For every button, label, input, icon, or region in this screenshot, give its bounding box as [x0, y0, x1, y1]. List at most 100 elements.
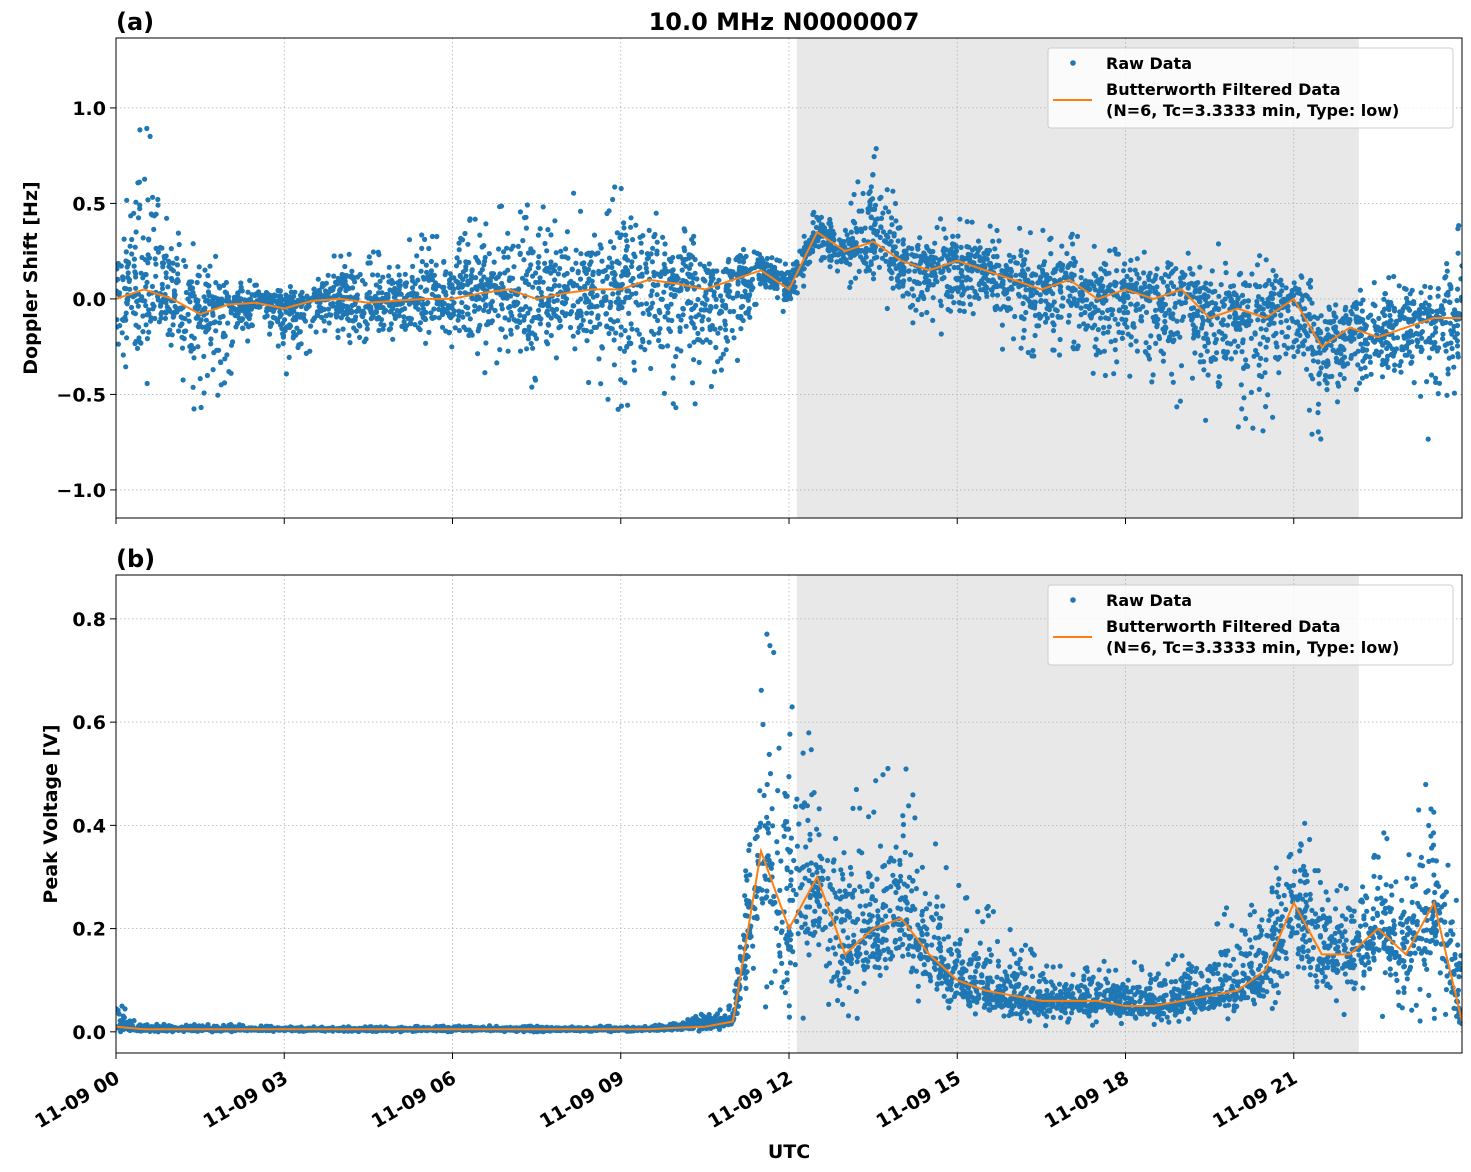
raw-point — [803, 259, 809, 266]
raw-point — [772, 264, 778, 270]
raw-point — [1018, 345, 1024, 351]
raw-point — [689, 380, 696, 386]
raw-point — [1032, 332, 1038, 339]
raw-point — [848, 229, 855, 235]
raw-point — [1141, 270, 1147, 276]
raw-point — [702, 302, 708, 308]
raw-point — [969, 247, 976, 253]
raw-point — [1132, 267, 1138, 273]
raw-point — [673, 354, 679, 360]
raw-point — [1443, 348, 1449, 354]
raw-point — [1330, 347, 1336, 353]
raw-point — [1127, 267, 1133, 273]
raw-point — [144, 336, 150, 342]
raw-point — [247, 296, 253, 302]
raw-point — [1326, 304, 1332, 310]
raw-point — [644, 251, 650, 257]
raw-point — [680, 256, 686, 262]
raw-point — [1165, 338, 1171, 344]
raw-point — [1337, 371, 1343, 378]
raw-point — [1204, 303, 1211, 309]
raw-point — [1455, 351, 1461, 357]
raw-point — [919, 311, 925, 318]
raw-point — [1204, 348, 1210, 354]
raw-point — [1456, 311, 1462, 317]
raw-point — [201, 353, 207, 359]
raw-point — [163, 299, 169, 306]
raw-point — [262, 314, 268, 320]
raw-point — [621, 225, 627, 231]
raw-point — [422, 316, 428, 322]
raw-point — [441, 289, 447, 295]
raw-point — [527, 266, 533, 272]
raw-point — [235, 311, 241, 317]
raw-point — [142, 176, 148, 182]
raw-point — [1447, 299, 1453, 305]
raw-point — [507, 303, 513, 310]
raw-point — [1266, 277, 1272, 284]
raw-point — [1290, 292, 1297, 299]
raw-point — [675, 275, 681, 282]
raw-point — [916, 280, 923, 287]
raw-point — [378, 317, 385, 323]
raw-point — [1165, 260, 1171, 266]
raw-point — [1308, 372, 1314, 378]
raw-point — [267, 331, 273, 337]
raw-point — [204, 281, 210, 287]
raw-point — [228, 370, 234, 376]
raw-point — [245, 324, 252, 330]
raw-point — [231, 294, 237, 300]
raw-point — [345, 316, 351, 322]
raw-point — [883, 239, 889, 245]
raw-point — [901, 252, 908, 258]
raw-point — [210, 303, 216, 309]
raw-point — [508, 327, 514, 333]
raw-point — [748, 287, 755, 293]
raw-point — [626, 335, 632, 341]
raw-point — [310, 318, 316, 324]
raw-point — [1037, 274, 1044, 281]
raw-point — [1013, 260, 1019, 266]
raw-point — [155, 202, 161, 208]
raw-point — [1341, 354, 1348, 360]
raw-point — [633, 290, 639, 296]
raw-point — [1002, 291, 1008, 297]
raw-point — [153, 261, 159, 267]
raw-point — [1250, 425, 1256, 431]
raw-point — [745, 297, 751, 303]
raw-point — [1021, 327, 1027, 333]
raw-point — [623, 294, 630, 300]
raw-point — [1128, 277, 1134, 283]
raw-point — [564, 229, 571, 235]
raw-point — [1263, 404, 1269, 410]
raw-point — [1051, 277, 1057, 283]
raw-point — [144, 380, 150, 387]
raw-point — [296, 329, 303, 335]
raw-point — [708, 303, 714, 310]
raw-point — [347, 340, 353, 346]
raw-point — [799, 248, 805, 254]
raw-point — [1422, 300, 1428, 306]
raw-point — [501, 249, 507, 255]
raw-point — [873, 146, 879, 152]
raw-point — [662, 251, 668, 257]
raw-point — [966, 294, 973, 300]
raw-point — [1293, 320, 1299, 326]
raw-point — [1235, 424, 1241, 430]
raw-point — [1215, 241, 1222, 247]
raw-point — [1221, 348, 1227, 354]
raw-point — [216, 283, 222, 289]
raw-point — [652, 313, 658, 319]
raw-point — [1029, 272, 1035, 279]
raw-point — [1440, 336, 1446, 342]
raw-point — [238, 284, 244, 290]
raw-point — [1318, 365, 1324, 371]
raw-point — [1372, 303, 1378, 309]
raw-point — [370, 249, 376, 255]
raw-point — [1015, 291, 1022, 297]
raw-point — [807, 250, 813, 256]
raw-point — [604, 323, 610, 329]
raw-point — [638, 301, 645, 307]
raw-point — [463, 273, 469, 279]
raw-point — [622, 328, 628, 334]
